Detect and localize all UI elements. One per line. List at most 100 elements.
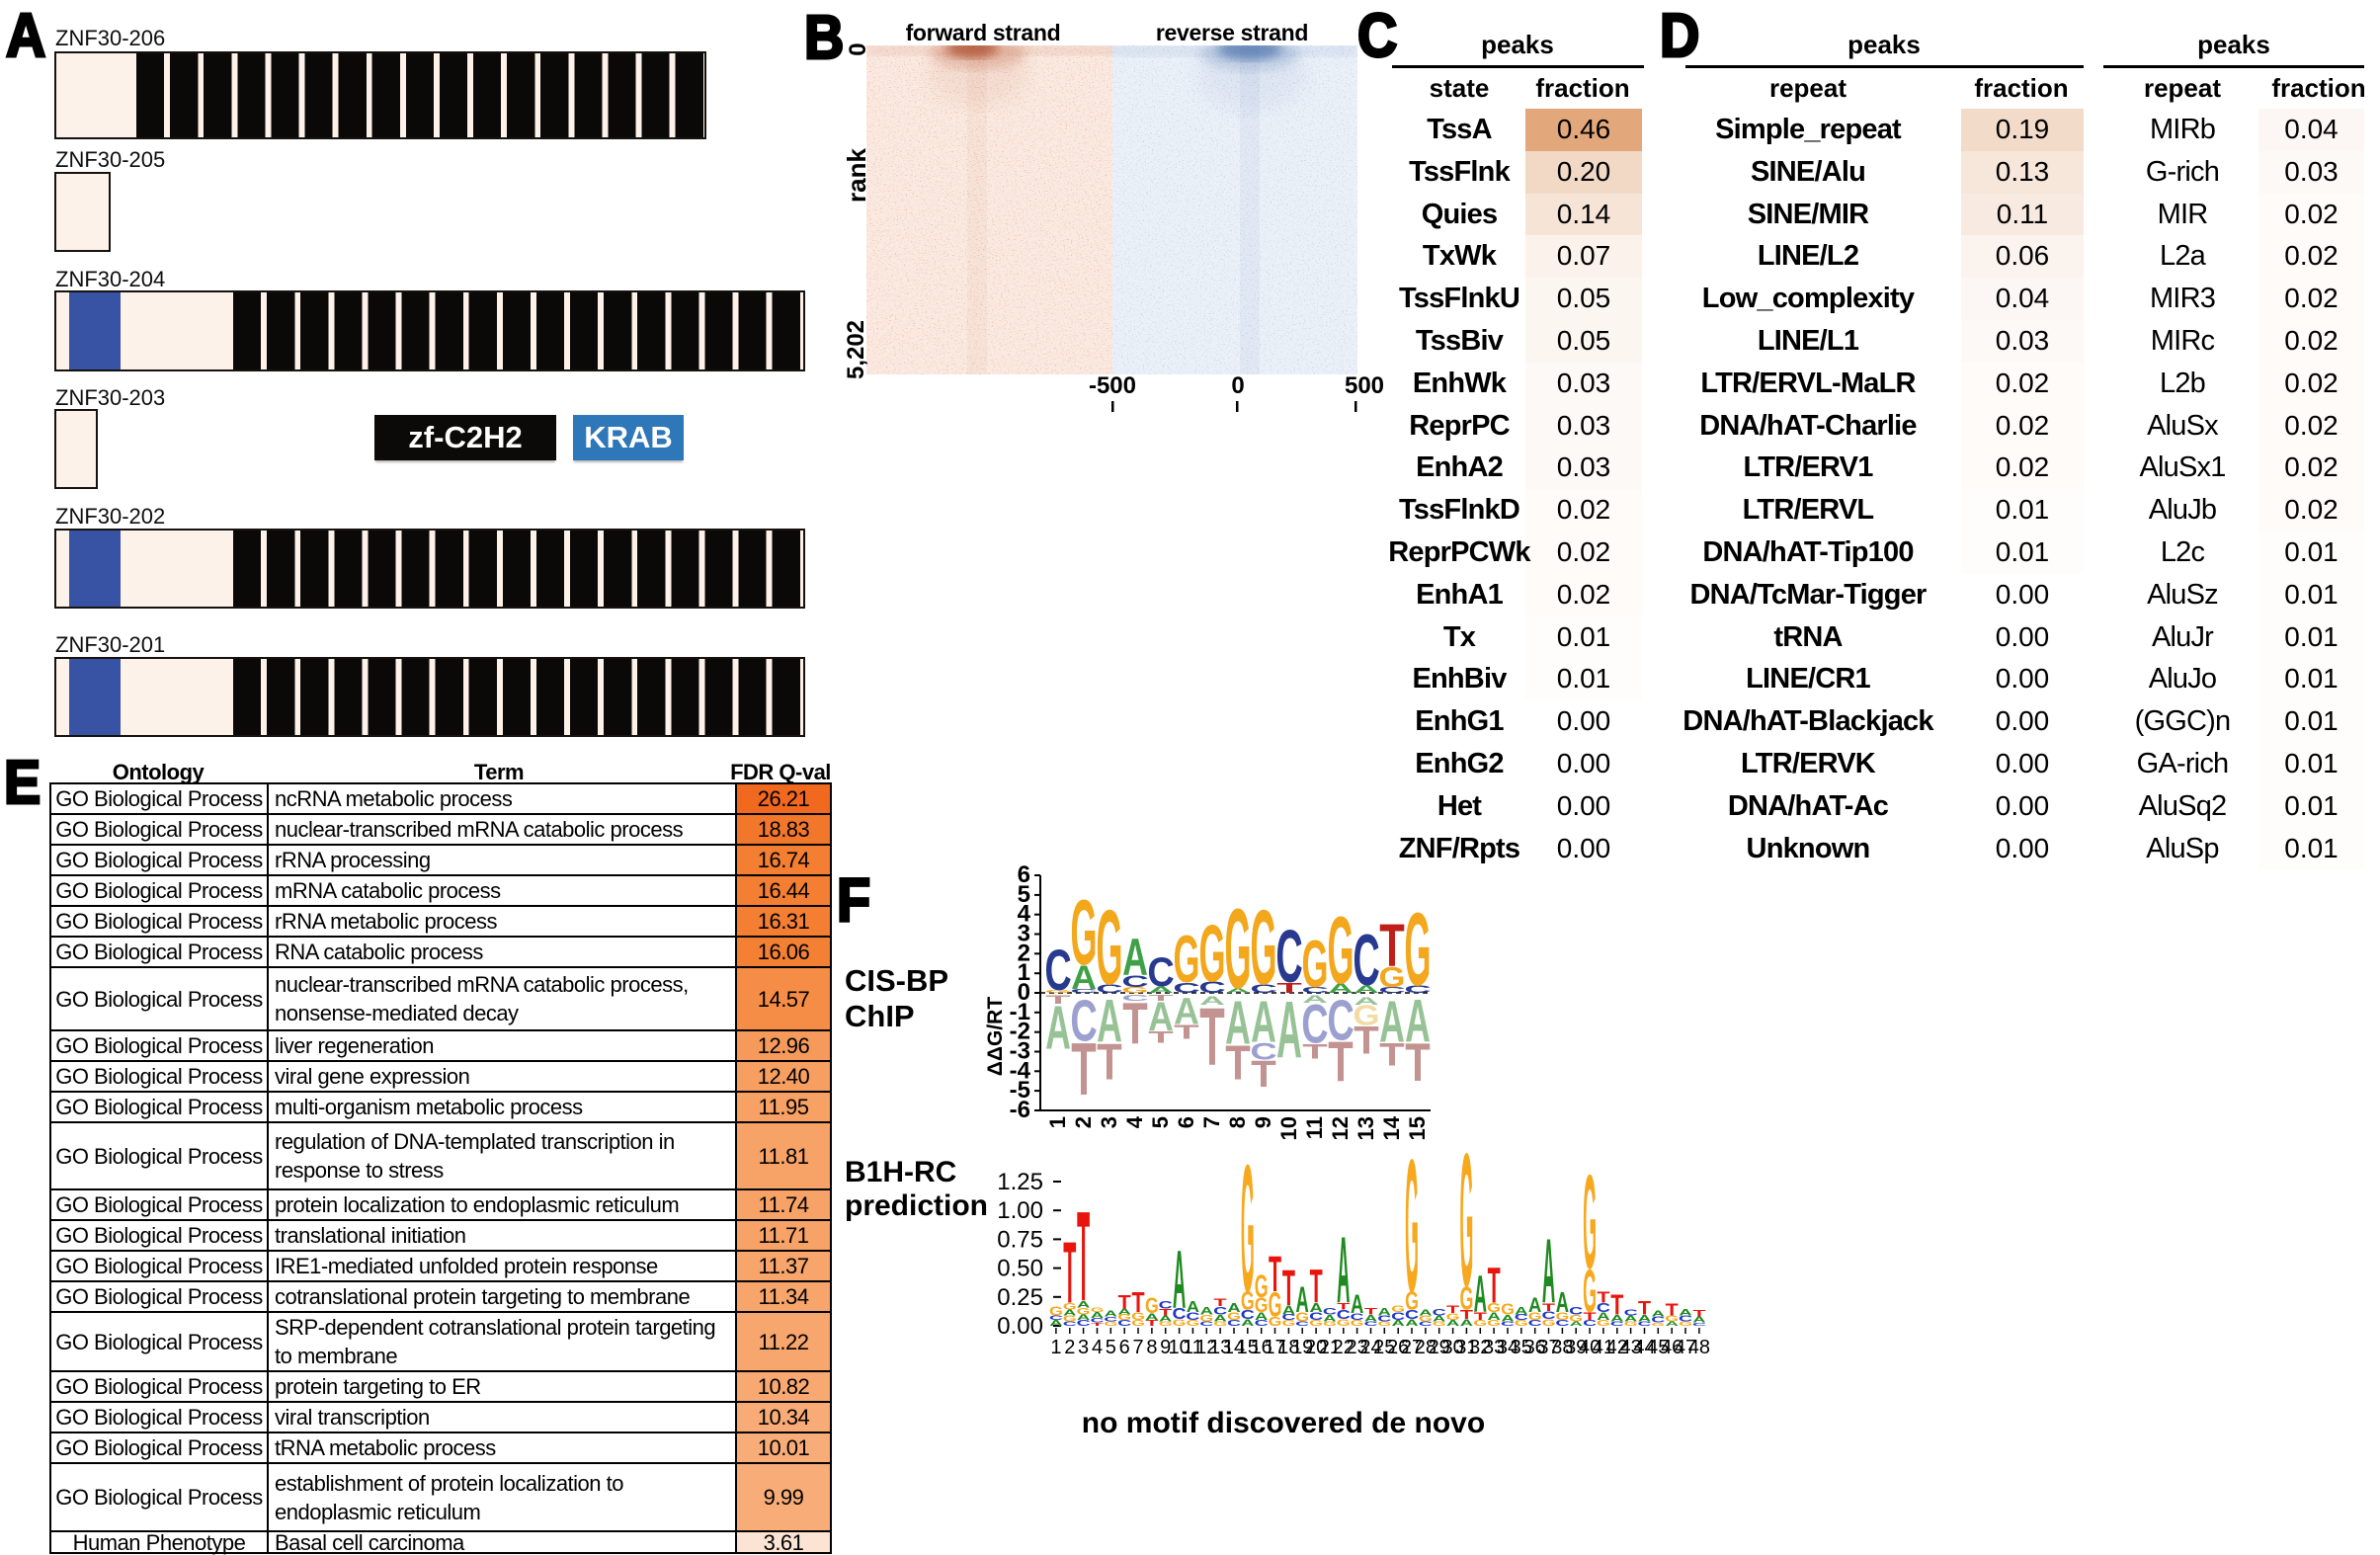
svg-text:4: 4 — [1092, 1337, 1103, 1358]
svg-text:31: 31 — [1455, 1337, 1477, 1358]
svg-text:C: C — [1199, 1321, 1214, 1328]
svg-text:G: G — [1295, 1311, 1309, 1325]
svg-text:34: 34 — [1497, 1337, 1518, 1358]
svg-text:A: A — [1045, 993, 1071, 1062]
svg-text:A: A — [1225, 988, 1251, 1057]
svg-text:G: G — [1379, 961, 1406, 993]
svg-text:T: T — [1446, 1303, 1460, 1315]
svg-text:ΔΔG/RT: ΔΔG/RT — [984, 997, 1007, 1077]
svg-text:C: C — [1541, 1310, 1556, 1322]
svg-text:A: A — [1282, 1304, 1296, 1318]
svg-text:30: 30 — [1441, 1337, 1463, 1358]
svg-text:35: 35 — [1511, 1337, 1532, 1358]
svg-text:C: C — [1117, 1320, 1131, 1329]
svg-text:T: T — [1122, 990, 1147, 1056]
svg-text:G: G — [1405, 1120, 1419, 1332]
svg-text:A: A — [1433, 1315, 1445, 1324]
svg-text:1.25: 1.25 — [997, 1169, 1043, 1195]
svg-text:36: 36 — [1524, 1337, 1546, 1358]
svg-text:A: A — [1392, 1319, 1405, 1328]
svg-text:T: T — [1337, 1301, 1350, 1312]
svg-text:G: G — [1302, 928, 1329, 1003]
svg-text:A: A — [1200, 1305, 1213, 1318]
svg-text:A: A — [1487, 1311, 1500, 1324]
svg-text:T: T — [1071, 1027, 1097, 1110]
svg-text:G: G — [1077, 1306, 1091, 1317]
svg-text:0.75: 0.75 — [997, 1226, 1043, 1253]
svg-text:G: G — [1174, 923, 1200, 998]
svg-text:C: C — [1104, 1316, 1118, 1323]
svg-text:5: 5 — [1106, 1337, 1116, 1358]
svg-text:2: 2 — [1071, 1116, 1096, 1128]
svg-text:T: T — [1276, 980, 1301, 997]
svg-text:A: A — [1679, 1308, 1692, 1318]
svg-text:A: A — [1145, 1312, 1159, 1322]
svg-text:T: T — [1174, 1021, 1198, 1043]
svg-text:C: C — [1651, 1316, 1665, 1325]
svg-text:28: 28 — [1415, 1337, 1436, 1358]
svg-text:10: 10 — [1276, 1116, 1301, 1140]
svg-text:13: 13 — [1354, 1116, 1378, 1140]
svg-text:G: G — [1323, 1320, 1337, 1327]
svg-text:T: T — [1214, 1296, 1228, 1308]
svg-text:A: A — [1597, 1311, 1609, 1324]
svg-text:G: G — [1117, 1313, 1131, 1322]
svg-text:A: A — [1251, 989, 1276, 1055]
svg-text:C: C — [1121, 973, 1148, 991]
svg-text:A: A — [1405, 988, 1431, 1055]
svg-text:A: A — [1515, 1305, 1527, 1318]
svg-text:A: A — [1276, 986, 1302, 1076]
svg-text:C: C — [1147, 949, 1174, 995]
svg-text:G: G — [1651, 1322, 1665, 1328]
svg-text:C: C — [1597, 1301, 1610, 1315]
svg-text:C: C — [1063, 1321, 1078, 1328]
svg-text:G: G — [1269, 1285, 1282, 1324]
svg-text:G: G — [1255, 1294, 1269, 1318]
svg-text:C: C — [1515, 1314, 1528, 1323]
svg-text:9: 9 — [1251, 1116, 1275, 1128]
svg-text:6: 6 — [1018, 861, 1030, 888]
svg-text:C: C — [1186, 1311, 1200, 1323]
svg-text:T: T — [1097, 1033, 1122, 1090]
svg-text:T: T — [1131, 1287, 1144, 1319]
svg-text:A: A — [1255, 1311, 1268, 1324]
svg-text:G: G — [1665, 1314, 1679, 1323]
svg-text:G: G — [1624, 1320, 1638, 1327]
svg-text:C: C — [1583, 1320, 1597, 1329]
svg-text:G: G — [1328, 898, 1354, 1005]
svg-text:-3: -3 — [1010, 1038, 1030, 1065]
svg-text:11: 11 — [1183, 1337, 1203, 1358]
svg-text:T: T — [1364, 1306, 1377, 1317]
svg-text:T: T — [1148, 1028, 1173, 1047]
svg-text:A: A — [1364, 1313, 1378, 1323]
svg-text:G: G — [1063, 1302, 1077, 1313]
svg-text:G: G — [1405, 891, 1432, 1008]
svg-text:C: C — [1173, 1305, 1187, 1323]
svg-text:A: A — [1570, 1320, 1583, 1327]
svg-text:G: G — [1145, 1294, 1159, 1318]
svg-text:C: C — [1198, 979, 1225, 997]
svg-text:G: G — [1309, 1319, 1323, 1328]
svg-text:T: T — [1597, 1289, 1610, 1307]
svg-text:29: 29 — [1429, 1337, 1450, 1358]
svg-text:A: A — [1241, 1318, 1255, 1328]
svg-text:A: A — [1666, 1320, 1679, 1327]
svg-text:22: 22 — [1333, 1337, 1354, 1358]
svg-text:A: A — [1638, 1313, 1652, 1323]
svg-text:15: 15 — [1237, 1337, 1259, 1358]
svg-text:C: C — [1378, 986, 1406, 995]
svg-text:0.25: 0.25 — [997, 1284, 1043, 1311]
svg-text:G: G — [1241, 1127, 1255, 1331]
svg-text:G: G — [1227, 1311, 1241, 1323]
svg-text:A: A — [1323, 1313, 1337, 1323]
svg-text:26: 26 — [1387, 1337, 1409, 1358]
svg-text:C: C — [1692, 1322, 1706, 1327]
svg-text:27: 27 — [1401, 1337, 1423, 1358]
svg-text:C: C — [1610, 1321, 1625, 1328]
svg-text:T: T — [1145, 1319, 1158, 1328]
svg-text:T: T — [1405, 1033, 1431, 1094]
svg-text:C: C — [1121, 993, 1149, 1002]
svg-text:A: A — [1379, 989, 1405, 1055]
svg-text:46: 46 — [1661, 1337, 1682, 1358]
svg-text:13: 13 — [1209, 1337, 1231, 1358]
